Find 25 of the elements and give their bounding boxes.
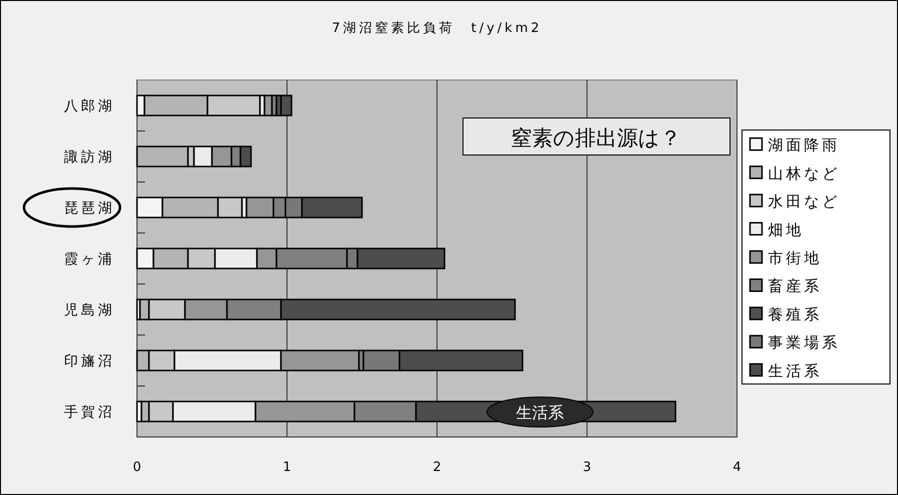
x-tick-label: 0	[132, 460, 142, 475]
legend-label: 生活系	[768, 362, 822, 380]
legend-label: 養殖系	[768, 305, 822, 324]
chart-title: 7湖沼窒素比負荷 t/y/km2	[332, 20, 542, 36]
y-tick-label: 児島湖	[64, 302, 115, 318]
legend-label: 山林など	[768, 164, 840, 182]
y-tick-label: 手賀沼	[64, 404, 115, 420]
x-tick-label: 4	[732, 460, 742, 475]
bar	[280, 94, 292, 116]
x-tick-label: 1	[282, 460, 292, 475]
legend-label: 水田など	[768, 192, 840, 211]
y-tick-label: 霞ヶ浦	[64, 252, 115, 268]
legend-label: 畜産系	[768, 277, 822, 296]
legend-label: 市街地	[768, 249, 822, 267]
legend-label: 湖面降雨	[768, 136, 840, 154]
x-tick-label: 2	[432, 460, 442, 475]
x-tick-label: 3	[582, 460, 592, 475]
y-tick-label: 八郎湖	[64, 98, 115, 114]
y-tick-label: 琵琶湖	[64, 200, 115, 216]
legend-label: 畑地	[768, 220, 804, 239]
y-tick-label: 印旛沼	[64, 354, 115, 370]
annotation: 窒素の排出源は？	[511, 126, 681, 150]
y-tick-label: 諏訪湖	[64, 150, 115, 166]
legend-label: 事業場系	[768, 334, 840, 352]
annotation: 生活系	[516, 403, 564, 422]
